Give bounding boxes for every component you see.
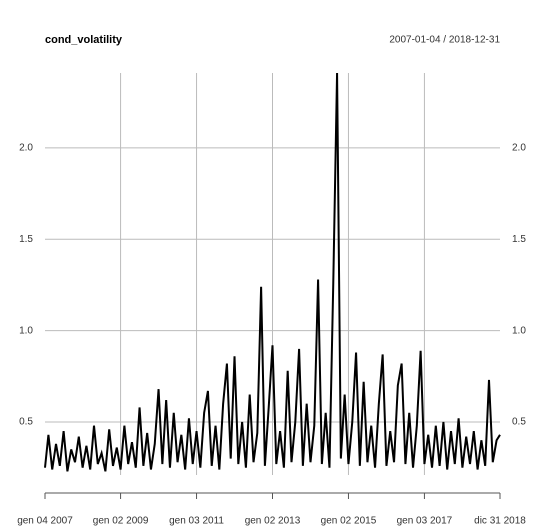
y-tick-label: 1.5 <box>19 234 33 245</box>
y-tick-label: 1.0 <box>19 325 33 336</box>
y-tick-label-right: 2.0 <box>512 143 526 154</box>
x-tick-label: dic 31 2018 <box>474 516 526 527</box>
y-tick-label-right: 0.5 <box>512 417 526 428</box>
chart-subtitle: 2007-01-04 / 2018-12-31 <box>389 35 500 46</box>
x-tick-label: gen 02 2009 <box>93 516 149 527</box>
y-tick-label: 2.0 <box>19 143 33 154</box>
chart-title: cond_volatility <box>45 34 123 46</box>
y-tick-label: 0.5 <box>19 417 33 428</box>
x-tick-label: gen 04 2007 <box>17 516 73 527</box>
y-tick-label-right: 1.5 <box>512 234 526 245</box>
y-tick-label-right: 1.0 <box>512 325 526 336</box>
x-tick-label: gen 03 2011 <box>169 516 224 527</box>
x-tick-label: gen 03 2017 <box>397 516 453 527</box>
x-tick-label: gen 02 2015 <box>321 516 377 527</box>
x-tick-label: gen 02 2013 <box>245 516 301 527</box>
series-line <box>44 72 501 472</box>
